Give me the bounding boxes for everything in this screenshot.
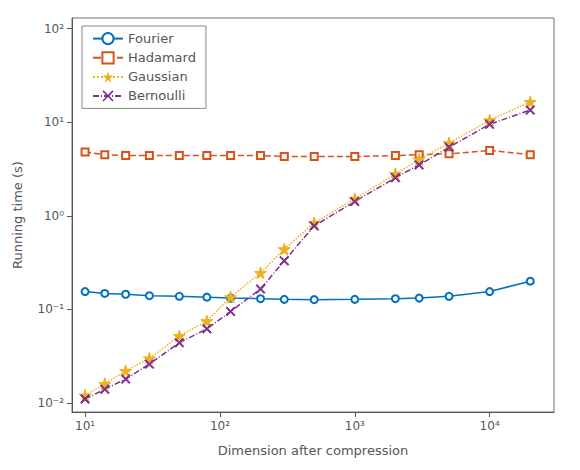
svg-text:10³: 10³ (345, 419, 365, 433)
svg-text:Fourier: Fourier (128, 31, 174, 46)
svg-text:10¹: 10¹ (75, 419, 95, 433)
svg-text:10⁴: 10⁴ (480, 419, 500, 433)
svg-text:10⁰: 10⁰ (44, 209, 64, 223)
svg-text:10⁻¹: 10⁻¹ (38, 302, 65, 316)
svg-text:Gaussian: Gaussian (128, 69, 188, 84)
svg-text:Dimension after compression: Dimension after compression (218, 443, 409, 458)
svg-text:Bernoulli: Bernoulli (128, 88, 185, 103)
svg-text:10²: 10² (44, 22, 64, 36)
svg-text:10²: 10² (210, 419, 230, 433)
svg-text:Hadamard: Hadamard (128, 50, 196, 65)
svg-text:10¹: 10¹ (44, 115, 64, 129)
svg-text:Running time (s): Running time (s) (10, 161, 25, 269)
svg-text:10⁻²: 10⁻² (38, 396, 65, 410)
